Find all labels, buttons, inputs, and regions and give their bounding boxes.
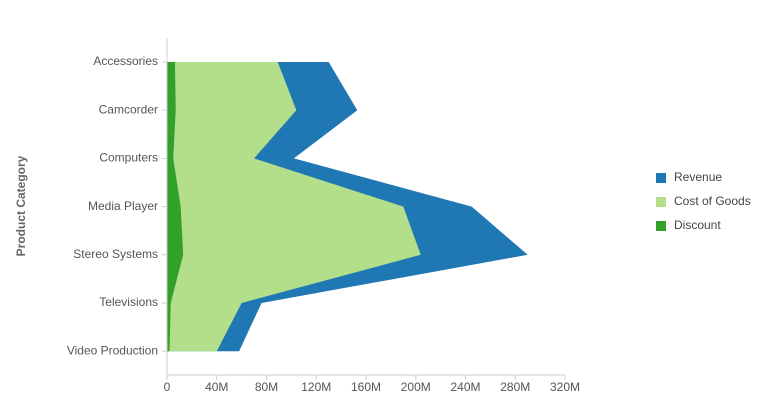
x-tick-label: 0	[164, 380, 171, 394]
x-tick-label: 320M	[550, 380, 580, 394]
legend-swatch	[656, 221, 666, 231]
y-tick-label: Computers	[99, 151, 158, 165]
x-tick-label: 120M	[301, 380, 331, 394]
y-tick-label: Media Player	[88, 199, 158, 213]
x-tick-label: 40M	[205, 380, 228, 394]
y-tick-label: Accessories	[93, 54, 158, 68]
y-tick-label: Televisions	[99, 295, 158, 309]
legend-label: Cost of Goods	[674, 194, 751, 208]
legend-swatch	[656, 173, 666, 183]
y-tick-label: Camcorder	[99, 102, 158, 116]
x-tick-label: 160M	[351, 380, 381, 394]
legend-label: Revenue	[674, 170, 722, 184]
area	[167, 62, 421, 352]
y-axis-title: Product Category	[14, 155, 28, 256]
x-tick-label: 240M	[450, 380, 480, 394]
x-tick-label: 280M	[500, 380, 530, 394]
legend-label: Discount	[674, 218, 721, 232]
y-tick-label: Video Production	[67, 343, 158, 357]
area	[167, 62, 184, 352]
legend-swatch	[656, 197, 666, 207]
x-tick-label: 80M	[255, 380, 278, 394]
y-tick-label: Stereo Systems	[73, 247, 158, 261]
x-tick-label: 200M	[401, 380, 431, 394]
